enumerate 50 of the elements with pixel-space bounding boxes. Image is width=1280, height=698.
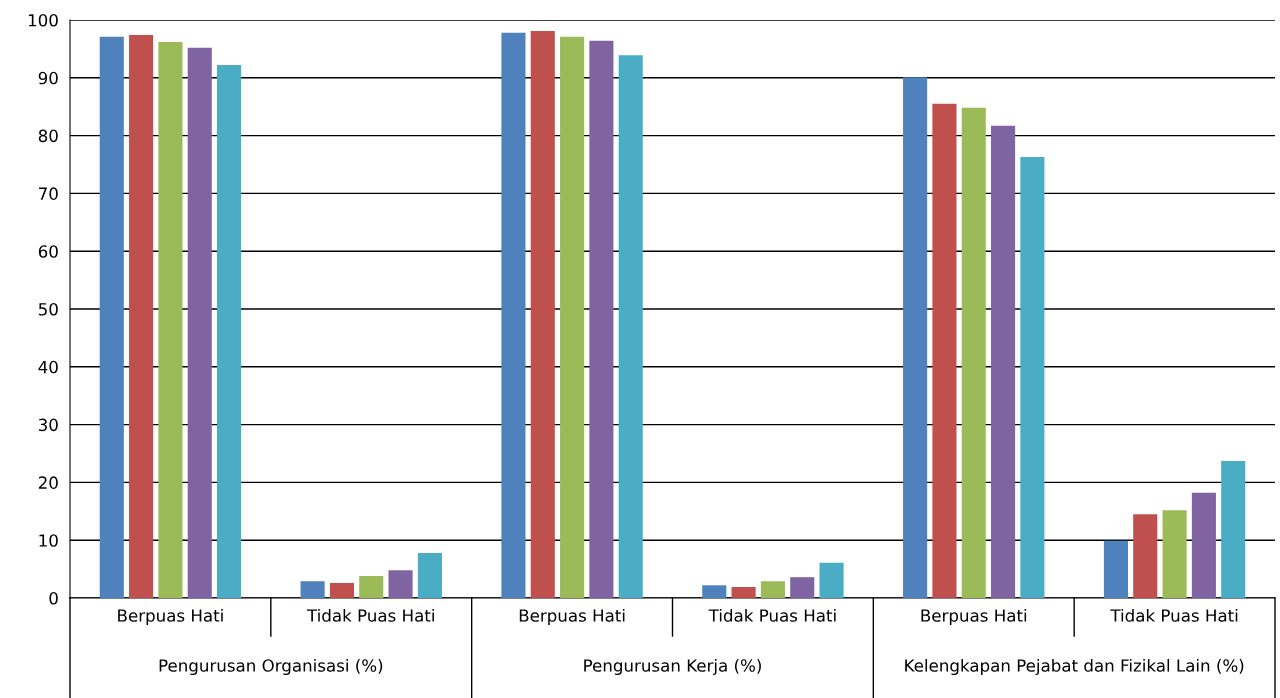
text: Pengurusan Kerja (%) <box>584 658 761 676</box>
y-tick-label: 80 <box>38 129 58 143</box>
bar <box>760 581 785 598</box>
bar <box>1162 510 1187 598</box>
text: Pengurusan Organisasi (%) <box>159 658 383 676</box>
bar <box>560 36 585 598</box>
bar <box>388 570 413 598</box>
bar <box>187 47 212 598</box>
text: Kelengkapan Pejabat dan Fizikal Lain (%) <box>905 658 1244 676</box>
bar <box>129 35 154 598</box>
bar <box>1191 492 1216 598</box>
x-tick-label: Berpuas Hati <box>519 608 625 626</box>
x-tick-label: Tidak Puas Hati <box>306 608 434 622</box>
bar <box>217 65 242 598</box>
bar <box>1221 461 1246 598</box>
y-tick-label: 0 <box>49 591 58 605</box>
bar <box>501 32 526 598</box>
bar <box>417 552 442 598</box>
bar <box>158 41 183 598</box>
bar <box>932 103 957 598</box>
y-tick-label: 100 <box>28 13 58 27</box>
y-tick-label: 60 <box>38 245 58 258</box>
bar <box>300 581 325 598</box>
y-tick-label: 70 <box>39 187 58 200</box>
x-tick-label: Berpuas Hati <box>921 608 1027 626</box>
bar <box>329 582 354 598</box>
bar <box>1020 156 1045 598</box>
x-tick-label: Berpuas Hati <box>118 608 223 626</box>
bar <box>702 585 727 598</box>
bar <box>1103 540 1128 598</box>
bar <box>961 107 986 598</box>
bar <box>589 40 614 598</box>
y-tick-label: 40 <box>38 360 58 374</box>
bar <box>618 55 643 598</box>
bar <box>99 36 124 598</box>
y-tick-label: 90 <box>38 71 58 85</box>
bar <box>359 576 384 598</box>
bar <box>991 125 1016 598</box>
bar <box>731 587 756 598</box>
bar <box>819 562 844 598</box>
bar <box>903 77 928 598</box>
y-tick-label: 20 <box>38 476 58 489</box>
y-tick-label: 50 <box>38 302 58 316</box>
x-tick-label: Tidak Puas Hati <box>708 608 836 622</box>
x-tick-label: Tidak Puas Hati <box>1110 608 1238 622</box>
bar <box>790 577 815 598</box>
y-tick-label: 10 <box>39 534 58 547</box>
bar <box>1133 514 1158 598</box>
y-tick-label: 30 <box>38 418 58 432</box>
bar <box>530 30 555 598</box>
